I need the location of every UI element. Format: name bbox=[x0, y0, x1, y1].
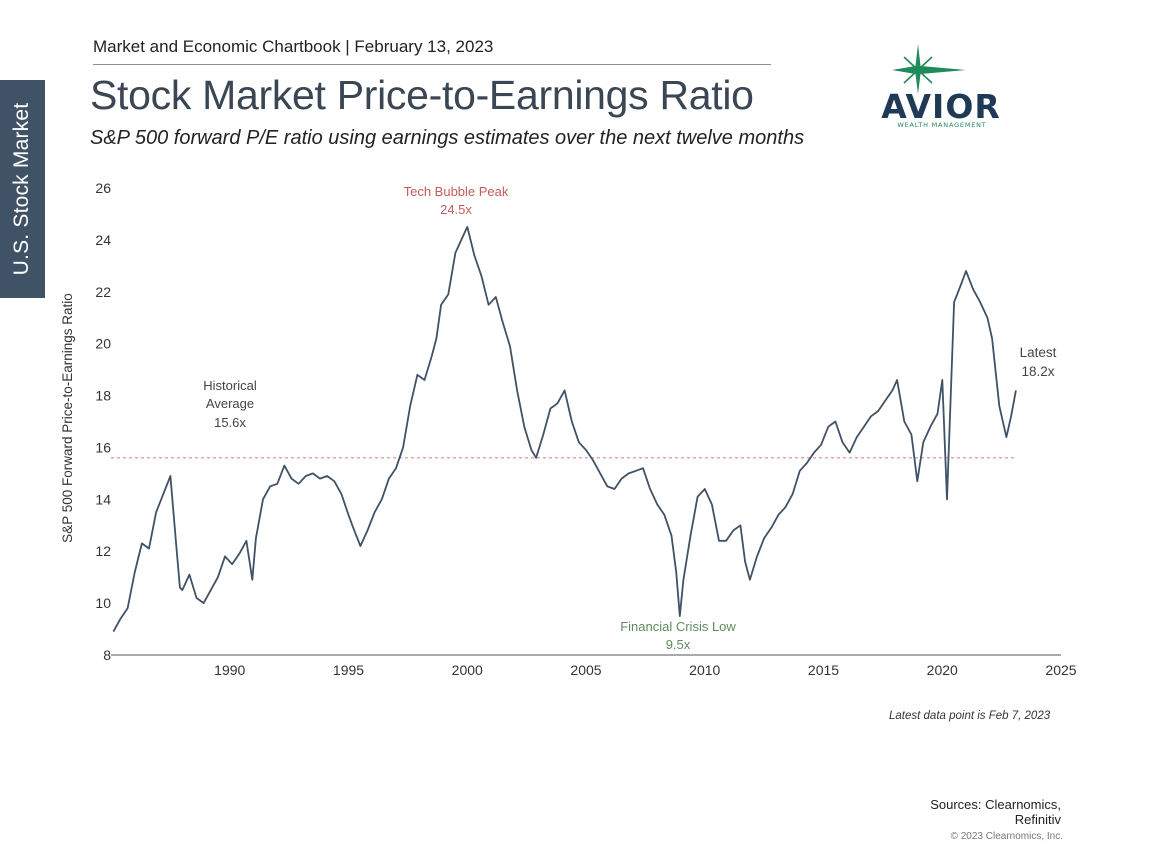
x-tick-label: 2005 bbox=[570, 662, 601, 678]
y-tick-label: 24 bbox=[95, 232, 111, 248]
y-tick-label: 18 bbox=[95, 388, 111, 404]
sources-line-1: Sources: Clearnomics, bbox=[930, 797, 1061, 812]
annotation-latest: Latest 18.2x bbox=[1020, 345, 1057, 379]
average-annotation-line1: Historical bbox=[203, 378, 257, 393]
y-tick-label: 8 bbox=[103, 647, 111, 663]
x-tick-label: 2000 bbox=[452, 662, 483, 678]
chartbook-header: Market and Economic Chartbook | February… bbox=[93, 37, 494, 56]
y-tick-label: 20 bbox=[95, 336, 111, 352]
y-tick-label: 10 bbox=[95, 595, 111, 611]
logo-wordmark: AVIOR bbox=[881, 87, 1001, 126]
x-tick-label: 2025 bbox=[1045, 662, 1076, 678]
pe-ratio-series-line bbox=[112, 226, 1017, 633]
latest-annotation-title: Latest bbox=[1020, 345, 1057, 360]
star-icon bbox=[892, 44, 966, 94]
peak-annotation-value: 24.5x bbox=[440, 202, 472, 217]
low-annotation-title: Financial Crisis Low bbox=[620, 619, 736, 634]
annotation-financial-crisis-low: Financial Crisis Low 9.5x bbox=[620, 619, 736, 652]
y-tick-label: 16 bbox=[95, 439, 111, 455]
x-tick-label: 2020 bbox=[927, 662, 958, 678]
y-tick-label: 14 bbox=[95, 491, 111, 507]
x-tick-label: 2015 bbox=[808, 662, 839, 678]
sources-note: Sources: Clearnomics, Refinitiv bbox=[930, 797, 1061, 827]
copyright-note: © 2023 Clearnomics, Inc. bbox=[950, 831, 1063, 842]
average-annotation-line2: Average bbox=[206, 396, 254, 411]
y-axis-title: S&P 500 Forward Price-to-Earnings Ratio bbox=[60, 293, 75, 543]
avior-logo: AVIOR WEALTH MANAGEMENT bbox=[881, 44, 1001, 129]
page-title: Stock Market Price-to-Earnings Ratio bbox=[90, 72, 754, 118]
x-tick-label: 1990 bbox=[214, 662, 245, 678]
y-tick-label: 26 bbox=[95, 180, 111, 196]
latest-data-footnote: Latest data point is Feb 7, 2023 bbox=[889, 710, 1051, 722]
low-annotation-value: 9.5x bbox=[666, 637, 691, 652]
annotation-historical-average: Historical Average 15.6x bbox=[203, 378, 257, 430]
latest-annotation-value: 18.2x bbox=[1021, 364, 1054, 379]
annotation-tech-bubble-peak: Tech Bubble Peak 24.5x bbox=[404, 184, 509, 217]
pe-ratio-chart: S&P 500 Forward Price-to-Earnings Ratio … bbox=[60, 180, 1077, 678]
x-tick-label: 1995 bbox=[333, 662, 364, 678]
y-tick-label: 22 bbox=[95, 284, 111, 300]
peak-annotation-title: Tech Bubble Peak bbox=[404, 184, 509, 199]
y-tick-label: 12 bbox=[95, 543, 111, 559]
x-tick-label: 2010 bbox=[689, 662, 720, 678]
average-annotation-value: 15.6x bbox=[214, 415, 246, 430]
logo-tagline: WEALTH MANAGEMENT bbox=[897, 121, 986, 129]
section-side-tab: U.S. Stock Market bbox=[0, 80, 45, 298]
header-divider bbox=[93, 64, 771, 65]
sources-line-2: Refinitiv bbox=[1014, 812, 1061, 827]
page-subtitle: S&P 500 forward P/E ratio using earnings… bbox=[90, 127, 805, 149]
